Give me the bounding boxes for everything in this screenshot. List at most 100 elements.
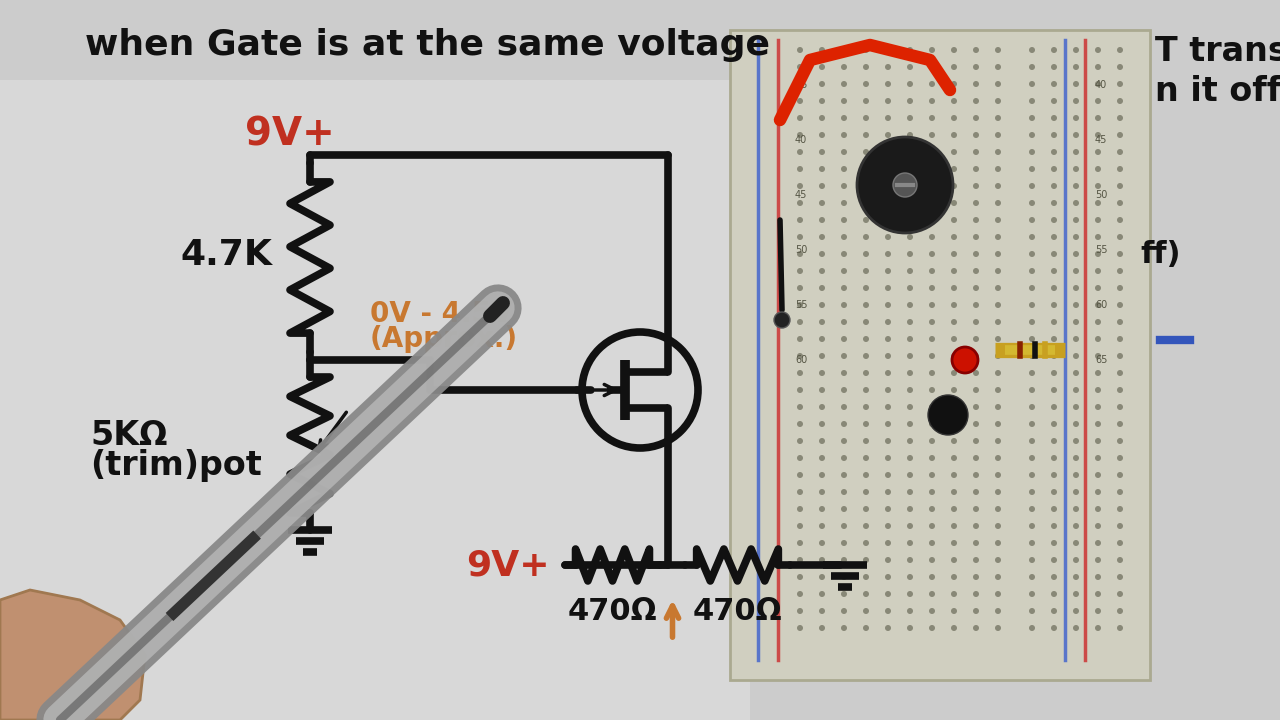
Circle shape — [1117, 540, 1123, 546]
Circle shape — [908, 404, 913, 410]
Circle shape — [1094, 234, 1101, 240]
Circle shape — [1094, 540, 1101, 546]
Circle shape — [1117, 251, 1123, 257]
Circle shape — [1029, 166, 1036, 172]
Circle shape — [797, 64, 803, 70]
Circle shape — [863, 489, 869, 495]
Circle shape — [884, 523, 891, 529]
Circle shape — [1051, 183, 1057, 189]
Circle shape — [929, 200, 934, 206]
Circle shape — [995, 370, 1001, 376]
Circle shape — [1073, 47, 1079, 53]
Circle shape — [973, 574, 979, 580]
Circle shape — [797, 608, 803, 614]
Circle shape — [1029, 506, 1036, 512]
Circle shape — [1073, 268, 1079, 274]
Circle shape — [1073, 302, 1079, 308]
Circle shape — [841, 285, 847, 291]
Circle shape — [908, 625, 913, 631]
Circle shape — [1051, 149, 1057, 155]
Circle shape — [951, 370, 957, 376]
Text: 4.7K: 4.7K — [180, 238, 271, 272]
Circle shape — [1029, 183, 1036, 189]
Circle shape — [973, 455, 979, 461]
Circle shape — [1051, 591, 1057, 597]
Circle shape — [797, 370, 803, 376]
Circle shape — [863, 625, 869, 631]
Circle shape — [908, 489, 913, 495]
Circle shape — [1117, 370, 1123, 376]
Circle shape — [908, 608, 913, 614]
Circle shape — [1073, 625, 1079, 631]
Circle shape — [841, 149, 847, 155]
Circle shape — [951, 489, 957, 495]
Circle shape — [1094, 608, 1101, 614]
Circle shape — [1094, 115, 1101, 121]
Circle shape — [797, 625, 803, 631]
Circle shape — [1051, 387, 1057, 393]
Circle shape — [1117, 268, 1123, 274]
Text: 470Ω: 470Ω — [568, 597, 658, 626]
Circle shape — [884, 183, 891, 189]
Circle shape — [1029, 557, 1036, 563]
Circle shape — [863, 149, 869, 155]
Circle shape — [884, 98, 891, 104]
Circle shape — [1029, 591, 1036, 597]
Circle shape — [884, 251, 891, 257]
Circle shape — [929, 370, 934, 376]
Circle shape — [841, 455, 847, 461]
Circle shape — [908, 438, 913, 444]
Circle shape — [995, 251, 1001, 257]
Circle shape — [1051, 132, 1057, 138]
Circle shape — [819, 268, 826, 274]
Circle shape — [1073, 81, 1079, 87]
Circle shape — [841, 98, 847, 104]
Circle shape — [1117, 336, 1123, 342]
Circle shape — [929, 217, 934, 223]
Text: 50: 50 — [795, 245, 808, 255]
Circle shape — [973, 200, 979, 206]
Circle shape — [995, 234, 1001, 240]
Circle shape — [951, 540, 957, 546]
Circle shape — [951, 336, 957, 342]
Circle shape — [995, 319, 1001, 325]
Circle shape — [819, 115, 826, 121]
Circle shape — [1029, 404, 1036, 410]
Circle shape — [1094, 472, 1101, 478]
Circle shape — [1051, 455, 1057, 461]
Circle shape — [973, 98, 979, 104]
Circle shape — [908, 64, 913, 70]
Circle shape — [952, 347, 978, 373]
Circle shape — [797, 234, 803, 240]
Circle shape — [1051, 319, 1057, 325]
Circle shape — [973, 285, 979, 291]
Circle shape — [995, 455, 1001, 461]
Circle shape — [929, 319, 934, 325]
Circle shape — [884, 472, 891, 478]
Circle shape — [1029, 115, 1036, 121]
Circle shape — [863, 557, 869, 563]
Circle shape — [1094, 387, 1101, 393]
Circle shape — [995, 506, 1001, 512]
Circle shape — [841, 608, 847, 614]
Circle shape — [1094, 455, 1101, 461]
Circle shape — [929, 404, 934, 410]
Circle shape — [1094, 421, 1101, 427]
Circle shape — [1073, 489, 1079, 495]
Circle shape — [1073, 455, 1079, 461]
Circle shape — [1094, 268, 1101, 274]
Circle shape — [973, 421, 979, 427]
Circle shape — [819, 47, 826, 53]
Circle shape — [908, 149, 913, 155]
Circle shape — [797, 574, 803, 580]
Circle shape — [863, 132, 869, 138]
Circle shape — [797, 421, 803, 427]
Circle shape — [797, 353, 803, 359]
Circle shape — [1029, 608, 1036, 614]
Circle shape — [841, 353, 847, 359]
Circle shape — [863, 574, 869, 580]
Circle shape — [797, 336, 803, 342]
Circle shape — [995, 540, 1001, 546]
Circle shape — [819, 251, 826, 257]
Circle shape — [863, 64, 869, 70]
